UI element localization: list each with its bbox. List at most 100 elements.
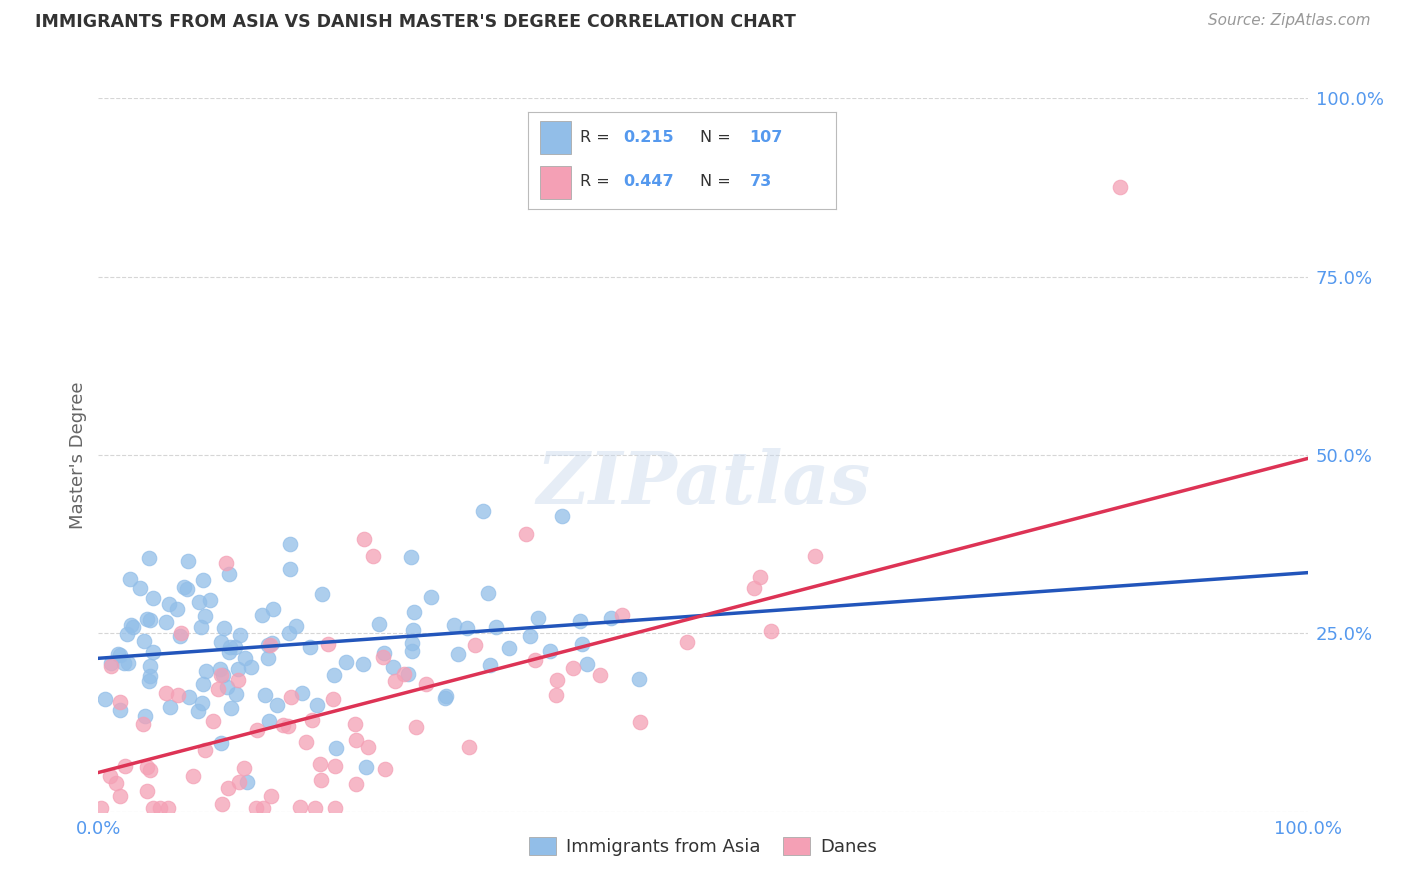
Point	[157, 597, 180, 611]
Point	[544, 688, 567, 702]
Point	[209, 634, 232, 648]
Point	[142, 591, 165, 606]
Point	[628, 672, 651, 686]
Point	[166, 602, 188, 616]
Point	[477, 585, 499, 599]
Point	[94, 691, 117, 706]
Point	[285, 618, 308, 632]
Point	[108, 695, 131, 709]
Point	[401, 549, 423, 564]
Point	[132, 717, 155, 731]
Point	[187, 704, 209, 718]
Point	[259, 714, 281, 728]
Point	[301, 713, 323, 727]
Point	[201, 714, 224, 728]
Point	[228, 628, 250, 642]
Point	[571, 637, 593, 651]
Point	[600, 611, 623, 625]
Text: ZIPatlas: ZIPatlas	[536, 448, 870, 519]
Point	[226, 662, 249, 676]
Point	[228, 775, 250, 789]
Point	[260, 789, 283, 803]
Point	[110, 789, 132, 803]
Point	[120, 572, 142, 586]
Point	[305, 698, 328, 712]
Point	[551, 509, 574, 524]
Point	[485, 620, 508, 634]
Point	[1109, 180, 1132, 194]
Point	[325, 759, 347, 773]
Point	[456, 622, 478, 636]
Point	[224, 640, 246, 655]
Point	[217, 780, 239, 795]
Point	[214, 557, 236, 571]
Point	[177, 690, 200, 705]
Point	[612, 608, 634, 623]
Point	[335, 656, 357, 670]
Point	[110, 648, 132, 662]
Point	[135, 760, 157, 774]
Point	[361, 549, 384, 564]
Point	[142, 801, 165, 815]
Point	[316, 637, 339, 651]
Point	[235, 651, 257, 665]
Point	[804, 549, 827, 563]
Point	[373, 650, 395, 665]
Point	[117, 626, 139, 640]
Point	[207, 681, 229, 696]
Point	[291, 685, 314, 699]
Point	[254, 688, 277, 702]
Point	[194, 742, 217, 756]
Point	[260, 636, 283, 650]
Point	[561, 661, 583, 675]
Point	[433, 690, 456, 705]
Point	[357, 739, 380, 754]
Point	[252, 801, 274, 815]
Point	[498, 640, 520, 655]
Point	[155, 686, 177, 700]
Point	[353, 532, 375, 546]
Y-axis label: Master's Degree: Master's Degree	[69, 381, 87, 529]
Point	[519, 629, 541, 643]
Point	[139, 764, 162, 778]
Point	[280, 690, 302, 705]
Point	[589, 668, 612, 682]
Point	[381, 660, 404, 674]
Point	[134, 709, 156, 723]
Point	[396, 666, 419, 681]
Point	[100, 656, 122, 670]
Point	[236, 775, 259, 789]
Point	[135, 783, 157, 797]
Point	[211, 797, 233, 811]
Point	[232, 761, 254, 775]
Point	[191, 677, 214, 691]
Point	[402, 605, 425, 619]
Point	[384, 673, 406, 688]
Legend: Immigrants from Asia, Danes: Immigrants from Asia, Danes	[522, 830, 884, 863]
Point	[373, 646, 395, 660]
Point	[173, 580, 195, 594]
Point	[142, 645, 165, 659]
Point	[208, 663, 231, 677]
Point	[121, 620, 143, 634]
Point	[277, 625, 299, 640]
Point	[209, 735, 232, 749]
Point	[271, 718, 294, 732]
Point	[198, 593, 221, 607]
Point	[464, 638, 486, 652]
Point	[761, 624, 783, 639]
Point	[471, 504, 494, 518]
Point	[262, 602, 284, 616]
Point	[401, 644, 423, 658]
Point	[401, 636, 423, 650]
Point	[219, 640, 242, 654]
Point	[209, 668, 232, 682]
Point	[100, 659, 122, 673]
Point	[278, 562, 301, 576]
Point	[156, 801, 179, 815]
Point	[344, 777, 367, 791]
Point	[117, 657, 139, 671]
Point	[167, 688, 190, 702]
Point	[419, 590, 441, 604]
Point	[415, 676, 437, 690]
